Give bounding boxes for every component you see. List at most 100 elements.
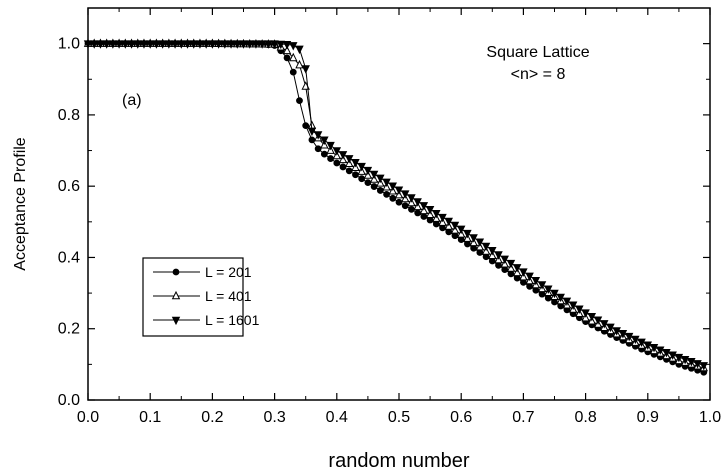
data-point [139, 40, 149, 49]
data-point [388, 182, 397, 191]
data-point [164, 40, 174, 49]
data-point [699, 362, 708, 371]
data-point [357, 162, 366, 172]
data-point [593, 316, 603, 325]
data-point [407, 194, 416, 203]
data-point [133, 40, 142, 49]
data-point [481, 242, 491, 252]
x-tick-label: 0.5 [388, 409, 410, 426]
data-point [376, 174, 385, 184]
data-point [612, 327, 621, 336]
legend-box [142, 257, 244, 337]
data-point [674, 353, 684, 363]
data-point [239, 40, 248, 49]
series-layer [83, 38, 708, 376]
x-tick-label: 0.9 [637, 409, 659, 426]
annotation-degree: <n> = 8 [511, 66, 566, 83]
y-tick-label: 0.8 [58, 107, 80, 124]
data-point [662, 348, 671, 358]
data-point [500, 255, 509, 264]
data-point [127, 40, 136, 49]
data-point [195, 40, 205, 49]
data-point [693, 360, 702, 369]
legend-marker [172, 268, 180, 276]
data-point [270, 40, 279, 49]
data-point [296, 97, 303, 105]
data-point [656, 346, 665, 355]
data-point [568, 301, 578, 310]
data-point [289, 52, 298, 62]
legend-marker [171, 290, 181, 300]
data-point [282, 45, 292, 55]
data-point [401, 190, 410, 199]
x-tick-label: 0.4 [326, 409, 348, 426]
data-point [413, 198, 422, 207]
data-point [444, 217, 453, 227]
data-point [220, 40, 230, 49]
data-point [345, 155, 354, 164]
x-tick-label: 0.3 [263, 409, 285, 426]
panel-label: (a) [122, 92, 142, 109]
data-point [170, 40, 180, 49]
data-point [208, 40, 217, 49]
x-tick-label: 0.1 [139, 409, 161, 426]
x-tick-label: 1.0 [699, 409, 721, 426]
data-point [363, 166, 373, 176]
data-point [488, 247, 497, 256]
data-point [550, 289, 559, 299]
data-point [320, 150, 328, 158]
data-point [201, 40, 211, 49]
data-point [575, 305, 584, 314]
y-tick-label: 1.0 [58, 36, 80, 53]
data-point [618, 330, 628, 339]
data-point [102, 40, 111, 49]
data-point [587, 312, 597, 322]
data-point [408, 205, 415, 213]
data-point [114, 40, 124, 49]
data-point [233, 40, 242, 49]
y-tick-label: 0.0 [58, 392, 80, 409]
data-point [189, 40, 198, 49]
x-tick-label: 0.6 [450, 409, 472, 426]
data-point [525, 272, 534, 282]
data-point [251, 40, 261, 49]
data-point [108, 40, 118, 49]
data-point [519, 268, 528, 277]
data-point [313, 131, 323, 140]
data-point [369, 170, 379, 180]
data-point [96, 40, 105, 49]
data-point [338, 151, 348, 160]
data-point [320, 136, 329, 145]
y-tick-label: 0.6 [58, 178, 80, 195]
data-point [643, 341, 653, 350]
data-point [295, 45, 304, 55]
data-point [600, 320, 609, 329]
data-point [432, 209, 441, 219]
data-point [624, 332, 634, 342]
axis-ticks: 0.0 0.1 0.2 0.3 0.4 0.5 0.6 0.7 0.8 0.9 1.0 0.0 0.2 0… [58, 7, 721, 426]
data-point [687, 358, 696, 367]
data-point [332, 147, 342, 156]
data-point [469, 234, 478, 243]
x-tick-label: 0.8 [574, 409, 596, 426]
data-point [475, 238, 485, 247]
data-point [649, 343, 659, 353]
data-point [282, 41, 292, 50]
data-point [307, 127, 317, 137]
series-3 [83, 40, 708, 371]
data-point [544, 285, 553, 294]
data-point [512, 264, 522, 273]
data-point [302, 122, 310, 129]
data-point [463, 229, 472, 239]
x-tick-label: 0.2 [201, 409, 223, 426]
data-point [257, 40, 267, 49]
data-point [158, 40, 167, 49]
data-point [631, 335, 640, 345]
data-point [183, 40, 192, 49]
data-point [90, 40, 99, 49]
data-point [680, 355, 690, 365]
legend: L = 201 L = 401 L = 1601 [142, 257, 260, 337]
data-point [83, 40, 93, 49]
legend-marker [171, 316, 181, 326]
